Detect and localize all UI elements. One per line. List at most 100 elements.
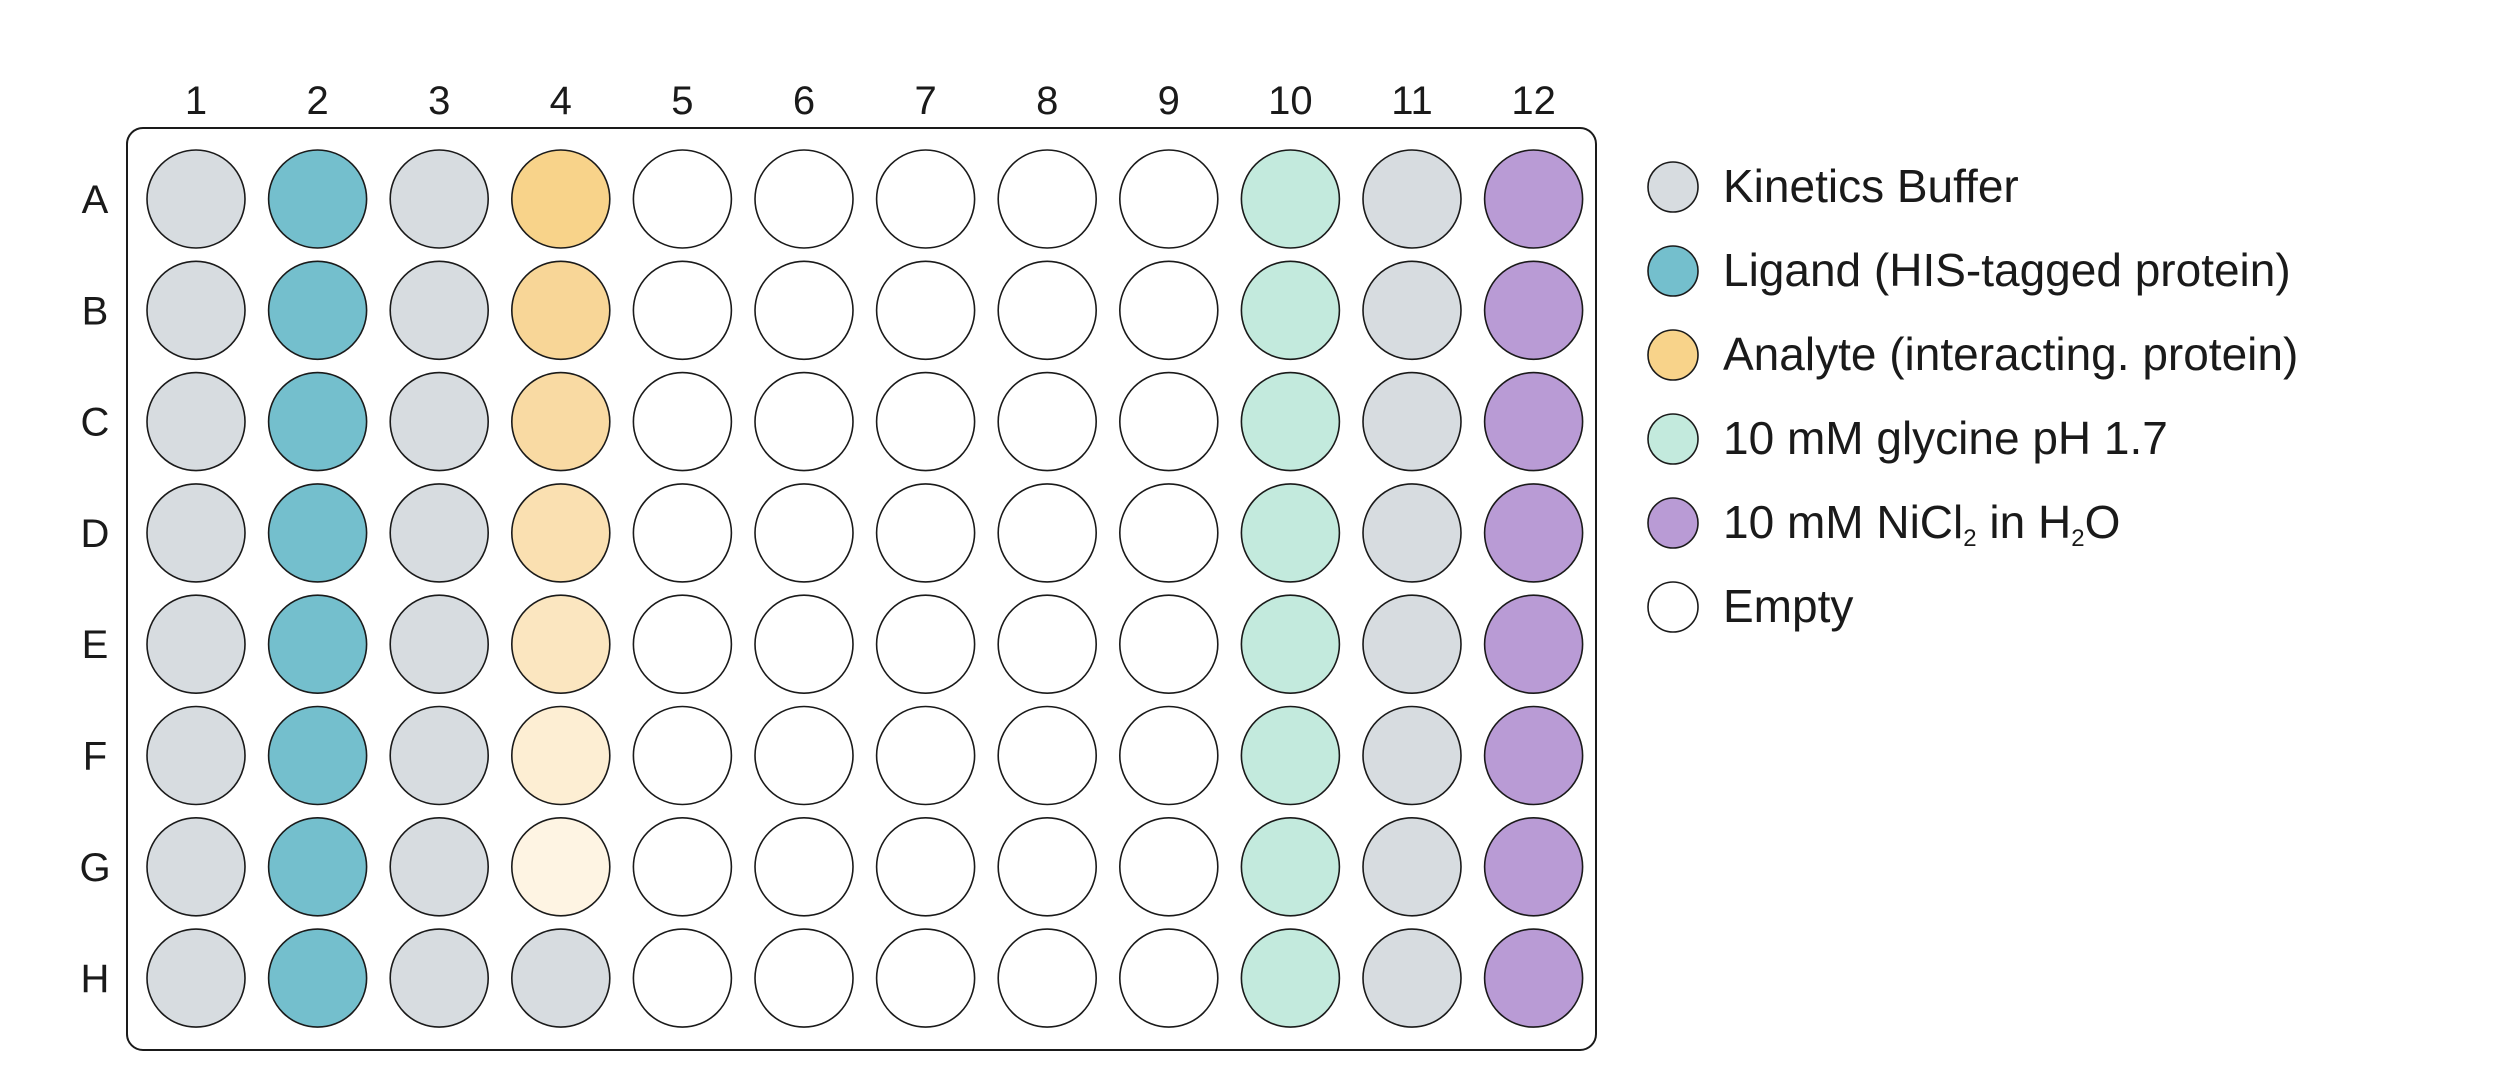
legend-text: 10 mM NiCl [1723, 496, 1963, 548]
well-C11 [1362, 371, 1462, 472]
row-label-B: B [82, 289, 109, 333]
well-G9 [1119, 816, 1219, 917]
well-D5 [632, 483, 733, 583]
well-D10 [1240, 483, 1341, 583]
column-label-7: 7 [914, 79, 936, 123]
well-F4 [510, 705, 611, 806]
column-label-11: 11 [1391, 79, 1433, 123]
legend-item-nicl2: 10 mM NiCl2 in H2O [1647, 496, 2120, 552]
well-B5 [632, 260, 733, 361]
row-label-H: H [81, 957, 110, 1001]
well-C5 [632, 371, 733, 472]
column-label-4: 4 [550, 79, 572, 123]
row-labels: A B C D E F G H [79, 178, 110, 1001]
well-D7 [875, 483, 976, 583]
well-D9 [1119, 483, 1219, 583]
well-G7 [875, 816, 976, 917]
column-label-9: 9 [1158, 79, 1180, 123]
legend-item-ligand: Ligand (HIS-tagged protein) [1647, 244, 2291, 297]
well-G1 [146, 816, 246, 917]
well-C3 [389, 371, 490, 472]
well-H1 [146, 928, 246, 1028]
well-A4 [510, 149, 611, 249]
column-labels: 1 2 3 4 5 6 7 8 9 10 11 12 [185, 79, 1556, 123]
well-H12 [1483, 928, 1584, 1028]
legend-subscript: 2 [2071, 525, 2084, 552]
well-A11 [1362, 149, 1462, 249]
well-B12 [1483, 260, 1584, 361]
well-D2 [267, 483, 368, 583]
well-E8 [997, 594, 1097, 695]
well-D6 [754, 483, 854, 583]
legend-swatch-ligand [1647, 245, 1699, 297]
well-B7 [875, 260, 976, 361]
well-D8 [997, 483, 1097, 583]
column-label-8: 8 [1036, 79, 1058, 123]
well-C1 [146, 371, 246, 472]
column-label-5: 5 [671, 79, 693, 123]
well-H5 [632, 928, 733, 1028]
column-label-6: 6 [793, 79, 815, 123]
legend-text: Empty [1723, 580, 1853, 632]
well-B1 [146, 260, 246, 361]
wells-grid [146, 149, 1584, 1028]
well-G2 [267, 816, 368, 917]
legend-text: Ligand (HIS-tagged protein) [1723, 244, 2291, 296]
well-G4 [510, 816, 611, 917]
well-E4 [510, 594, 611, 695]
well-C9 [1119, 371, 1219, 472]
well-A3 [389, 149, 490, 249]
well-B3 [389, 260, 490, 361]
legend-item-buffer: Kinetics Buffer [1647, 160, 2019, 213]
well-D4 [510, 483, 611, 583]
well-B9 [1119, 260, 1219, 361]
well-F8 [997, 705, 1097, 806]
well-H3 [389, 928, 490, 1028]
well-C7 [875, 371, 976, 472]
column-label-1: 1 [185, 79, 207, 123]
column-label-12: 12 [1511, 79, 1556, 123]
column-label-3: 3 [428, 79, 450, 123]
legend-text: O [2085, 496, 2121, 548]
well-G12 [1483, 816, 1584, 917]
well-H8 [997, 928, 1097, 1028]
legend-text: in H [1977, 496, 2072, 548]
well-E11 [1362, 594, 1462, 695]
well-H6 [754, 928, 854, 1028]
well-C12 [1483, 371, 1584, 472]
row-label-C: C [81, 401, 110, 445]
well-H7 [875, 928, 976, 1028]
well-A8 [997, 149, 1097, 249]
well-D3 [389, 483, 490, 583]
well-D11 [1362, 483, 1462, 583]
legend-label: Kinetics Buffer [1723, 160, 2019, 212]
legend-swatch-nicl2 [1647, 497, 1699, 549]
plate-outline [126, 127, 1597, 1051]
well-C2 [267, 371, 368, 472]
well-F3 [389, 705, 490, 806]
legend-text: Analyte (interacting. protein) [1723, 328, 2298, 380]
legend-swatch-analyte-1 [1647, 329, 1699, 381]
well-G11 [1362, 816, 1462, 917]
row-label-A: A [82, 178, 109, 222]
legend-swatch-buffer [1647, 161, 1699, 213]
well-G3 [389, 816, 490, 917]
well-F11 [1362, 705, 1462, 806]
legend-subscript: 2 [1963, 525, 1976, 552]
well-D12 [1483, 483, 1584, 583]
well-A5 [632, 149, 733, 249]
well-A2 [267, 149, 368, 249]
well-A10 [1240, 149, 1341, 249]
well-F12 [1483, 705, 1584, 806]
well-G10 [1240, 816, 1341, 917]
well-E6 [754, 594, 854, 695]
well-C4 [510, 371, 611, 472]
well-G6 [754, 816, 854, 917]
well-E9 [1119, 594, 1219, 695]
well-H10 [1240, 928, 1341, 1028]
well-F7 [875, 705, 976, 806]
legend-label: 10 mM NiCl2 in H2O [1723, 496, 2120, 552]
well-H4 [510, 928, 611, 1028]
legend-item-empty: Empty [1647, 580, 1853, 633]
